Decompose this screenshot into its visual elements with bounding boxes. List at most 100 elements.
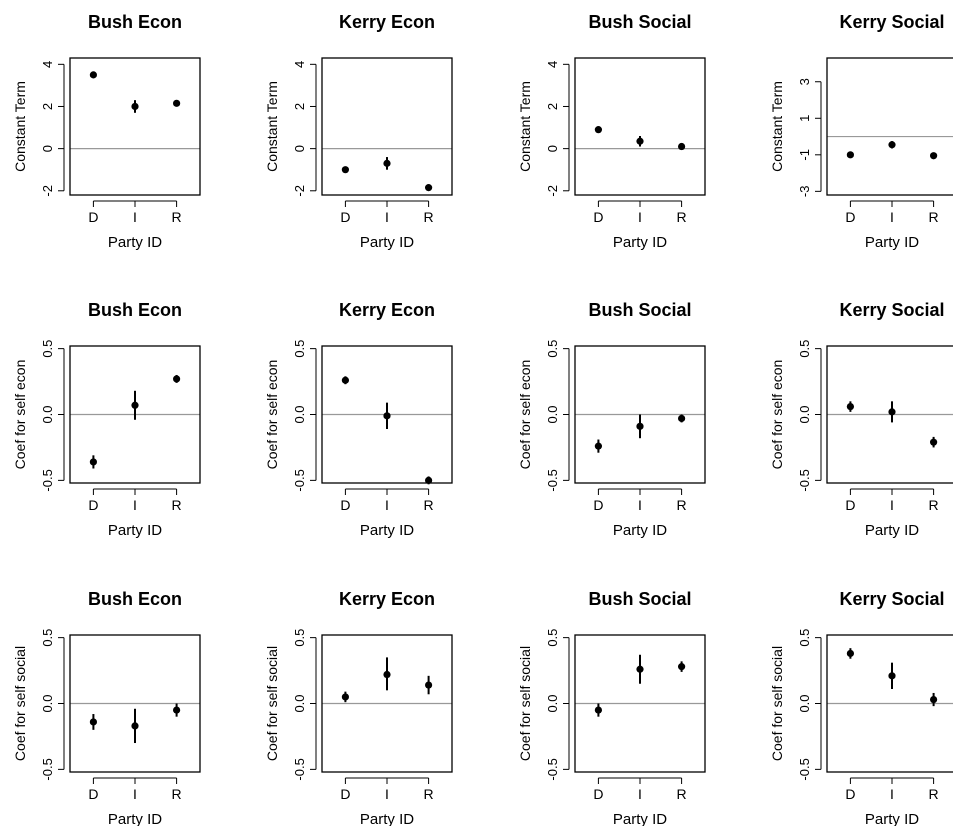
point-D xyxy=(341,166,349,174)
y-axis-title: Coef for self econ xyxy=(264,360,280,470)
point-I xyxy=(131,102,139,111)
y-tick-label: 4 xyxy=(292,61,307,68)
panel-2-1: Bush Econ -0.5 0.0 0.5 D I R Party ID Coef for s… xyxy=(12,300,201,539)
x-tick-label: R xyxy=(677,497,687,513)
y-tick-label: -1 xyxy=(797,149,812,161)
x-tick-label: D xyxy=(88,497,98,513)
y-tick-label: 0.0 xyxy=(292,694,307,712)
point-D xyxy=(594,442,603,450)
point-R xyxy=(173,706,181,714)
plot-frame xyxy=(321,345,453,484)
x-tick-label: R xyxy=(424,786,434,802)
x-axis-title: Party ID xyxy=(865,811,919,826)
point-D xyxy=(89,71,97,79)
plot-frame xyxy=(826,57,953,196)
x-tick-label: D xyxy=(593,786,603,802)
y-axis-title: Constant Term xyxy=(517,81,533,172)
point-R xyxy=(678,663,686,671)
x-axis-title: Party ID xyxy=(360,522,414,539)
y-tick-label: 0.5 xyxy=(545,629,560,647)
y-tick-label: 0.0 xyxy=(40,694,55,712)
plot-frame xyxy=(69,345,201,484)
panel-title: Kerry Econ xyxy=(339,589,435,609)
y-tick-label: -2 xyxy=(545,185,560,197)
point-D xyxy=(341,693,349,701)
panel-title: Kerry Social xyxy=(839,12,944,32)
point-D xyxy=(846,151,855,159)
plot-frame xyxy=(574,634,706,773)
y-axis-title: Constant Term xyxy=(769,81,785,172)
x-tick-label: R xyxy=(424,209,434,225)
y-tick-label: 0.5 xyxy=(292,629,307,647)
x-axis-title: Party ID xyxy=(613,522,667,539)
x-tick-label: R xyxy=(172,497,182,513)
x-tick-label: R xyxy=(172,786,182,802)
x-tick-label: D xyxy=(845,209,855,225)
point-D xyxy=(846,649,855,658)
y-tick-label: 0.0 xyxy=(292,405,307,423)
y-tick-label: 0.0 xyxy=(40,405,55,423)
point-I xyxy=(636,422,644,430)
point-R xyxy=(678,142,686,151)
y-tick-label: -3 xyxy=(797,186,812,198)
y-tick-label: 0.0 xyxy=(545,405,560,423)
plot-frame xyxy=(826,345,953,484)
y-tick-label: 0.5 xyxy=(40,340,55,358)
point-I xyxy=(636,665,644,673)
point-D xyxy=(846,402,855,411)
point-I xyxy=(383,670,391,679)
y-axis-title: Coef for self econ xyxy=(517,360,533,470)
panel-title: Kerry Econ xyxy=(339,12,435,32)
panel-2-4: Kerry Social -0.5 0.0 0.5 D I R Party ID Coef fo… xyxy=(769,300,953,539)
x-tick-label: D xyxy=(340,497,350,513)
x-tick-label: I xyxy=(133,497,137,513)
x-tick-label: I xyxy=(638,786,642,802)
panel-title: Bush Social xyxy=(588,300,691,320)
x-tick-label: I xyxy=(890,209,894,225)
x-tick-label: D xyxy=(593,209,603,225)
panel-1-1: Bush Econ -2 0 2 4 D I R Party ID Constant Term xyxy=(12,12,201,251)
point-I xyxy=(888,141,896,149)
y-tick-label: 2 xyxy=(40,103,55,110)
point-R xyxy=(930,695,938,704)
panel-title: Kerry Econ xyxy=(339,300,435,320)
y-tick-label: 0 xyxy=(292,145,307,152)
point-D xyxy=(594,126,603,134)
point-R xyxy=(930,438,938,446)
x-tick-label: I xyxy=(385,786,389,802)
point-R xyxy=(678,414,686,423)
x-tick-label: I xyxy=(133,786,137,802)
point-I xyxy=(636,137,644,145)
plot-frame xyxy=(321,57,453,196)
x-axis-title: Party ID xyxy=(360,234,414,251)
y-axis-title: Coef for self social xyxy=(769,646,785,761)
panel-title: Bush Social xyxy=(588,12,691,32)
point-R xyxy=(930,152,938,160)
x-tick-label: D xyxy=(340,786,350,802)
y-tick-label: -2 xyxy=(292,185,307,197)
y-tick-label: -0.5 xyxy=(545,469,560,491)
y-tick-label: 3 xyxy=(797,78,812,85)
y-tick-label: 0 xyxy=(545,145,560,152)
y-tick-label: 2 xyxy=(545,103,560,110)
y-tick-label: -0.5 xyxy=(797,758,812,780)
y-axis-title: Coef for self social xyxy=(264,646,280,761)
y-axis-title: Coef for self econ xyxy=(12,360,28,470)
x-axis-title: Party ID xyxy=(865,234,919,251)
x-tick-label: I xyxy=(385,209,389,225)
x-tick-label: R xyxy=(929,786,939,802)
y-axis-title: Coef for self social xyxy=(12,646,28,761)
y-tick-label: 0.5 xyxy=(797,629,812,647)
y-tick-label: 1 xyxy=(797,115,812,122)
x-tick-label: I xyxy=(890,497,894,513)
y-tick-label: 0.0 xyxy=(797,694,812,712)
x-tick-label: I xyxy=(638,497,642,513)
point-I xyxy=(888,672,896,680)
y-tick-label: -0.5 xyxy=(292,469,307,491)
plot-frame xyxy=(574,57,706,196)
panel-title: Kerry Social xyxy=(839,589,944,609)
plot-frame xyxy=(69,634,201,773)
panel-title: Bush Econ xyxy=(88,300,182,320)
point-D xyxy=(89,718,97,726)
point-R xyxy=(425,184,433,192)
